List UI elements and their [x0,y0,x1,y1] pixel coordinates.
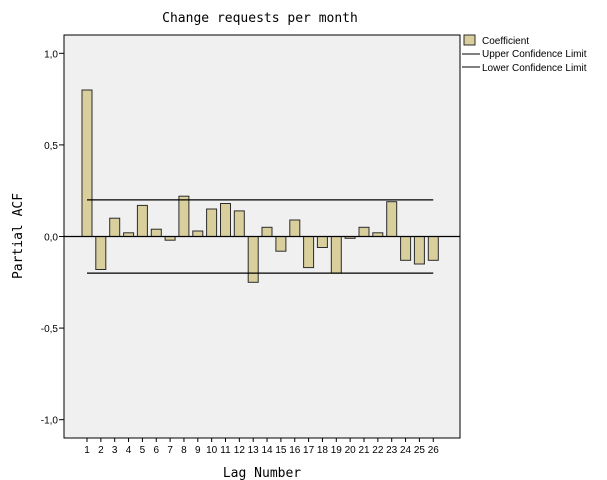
bar-lag-25 [413,236,425,265]
bar-lag-15 [275,236,287,252]
bar-lag-18 [316,236,328,248]
legend-label-upper: Upper Confidence Limit [482,49,587,60]
x-tick-label: 23 [386,445,398,456]
x-axis: 1 2 3 4 5 6 7 8 9 10 11 12 13 14 15 16 17 18 19 20 21 22 23 24 2… [84,438,439,456]
x-tick-label: 17 [303,445,315,456]
x-tick-label: 25 [414,445,426,456]
bar-lag-11 [220,203,231,237]
x-tick-label: 10 [206,445,218,456]
x-tick-label: 21 [358,445,370,456]
y-tick-label: 1,0 [44,49,58,60]
x-tick-label: 14 [261,445,273,456]
x-tick-label: 16 [289,445,301,456]
x-tick-label: 2 [98,445,104,456]
x-tick-label: 5 [140,445,146,456]
x-tick-label: 26 [428,445,440,456]
bar-lag-13 [247,236,259,283]
bar-lag-26 [427,236,439,261]
legend: Coefficient Upper Confidence Limit Lower… [462,34,587,74]
x-tick-label: 8 [181,445,187,456]
y-axis-title: Partial ACF [11,193,26,279]
bar-lag-10 [206,208,218,237]
lines-layer [64,199,460,274]
bar-lag-3 [109,217,121,237]
x-tick-label: 12 [234,445,246,456]
y-tick-label: -1,0 [41,416,59,427]
x-tick-label: 11 [220,445,231,456]
bar-lag-19 [330,236,342,274]
legend-label-lower: Lower Confidence Limit [482,63,587,74]
x-tick-label: 13 [248,445,260,456]
bar-lag-1 [81,89,93,237]
bar-lag-12 [233,210,245,237]
bar-lag-16 [289,219,301,237]
bar-lag-14 [261,226,273,238]
x-tick-label: 4 [126,445,132,456]
x-tick-label: 6 [153,445,159,456]
y-tick-label: 0,5 [44,141,58,152]
x-tick-label: 15 [275,445,287,456]
bar-lag-9 [192,230,204,237]
x-tick-label: 3 [112,445,118,456]
chart-title: Change requests per month [162,11,358,26]
bar-lag-21 [358,226,370,238]
bar-lag-17 [303,236,315,269]
x-tick-label: 20 [345,445,357,456]
bar-lag-8 [178,195,190,237]
x-tick-label: 19 [331,445,343,456]
x-tick-label: 7 [167,445,173,456]
x-tick-label: 1 [84,445,90,456]
x-axis-title: Lag Number [223,466,301,480]
bar-lag-6 [150,228,162,237]
y-axis: -1,0 -0,5 0,0 0,5 1,0 [41,49,64,427]
x-tick-label: 9 [195,445,201,456]
legend-swatch-coefficient [463,34,476,46]
legend-label-coefficient: Coefficient [482,36,529,47]
bar-lag-2 [95,236,107,270]
x-tick-label: 18 [317,445,329,456]
y-tick-label: 0,0 [44,233,58,244]
x-tick-label: 22 [372,445,384,456]
bar-lag-24 [400,236,412,261]
bar-lag-5 [136,204,148,237]
bar-lag-23 [386,201,398,237]
x-tick-label: 24 [400,445,412,456]
y-tick-label: -0,5 [41,324,59,335]
